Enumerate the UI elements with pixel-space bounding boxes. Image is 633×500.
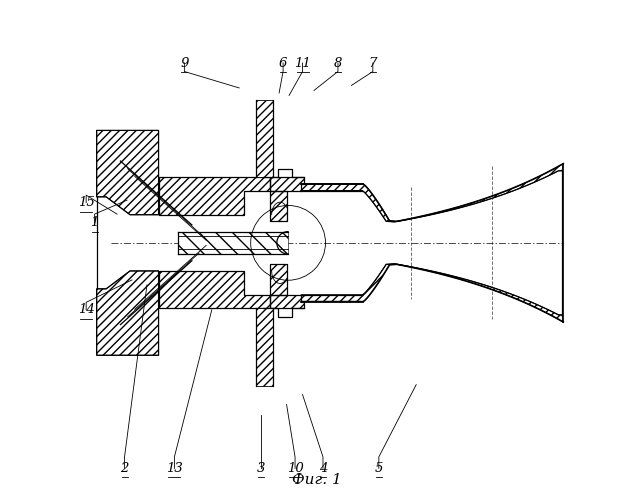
Polygon shape [270, 264, 287, 295]
Text: 11: 11 [294, 56, 311, 70]
Text: 10: 10 [287, 462, 303, 475]
Polygon shape [158, 271, 270, 308]
Polygon shape [97, 271, 158, 355]
Text: 15: 15 [78, 196, 94, 209]
Text: 6: 6 [279, 56, 287, 70]
Text: 1: 1 [91, 216, 99, 229]
Polygon shape [301, 164, 563, 222]
Text: 9: 9 [180, 56, 189, 70]
Text: 7: 7 [368, 56, 377, 70]
Polygon shape [301, 264, 563, 322]
Text: 2: 2 [120, 462, 128, 475]
Polygon shape [256, 308, 273, 386]
Polygon shape [270, 178, 304, 190]
Text: 4: 4 [319, 462, 327, 475]
Text: Фиг. 1: Фиг. 1 [292, 473, 341, 487]
Text: 13: 13 [166, 462, 183, 475]
Polygon shape [97, 130, 158, 214]
Polygon shape [178, 232, 288, 254]
Polygon shape [158, 178, 270, 214]
Polygon shape [256, 100, 273, 178]
Text: 5: 5 [375, 462, 383, 475]
Polygon shape [270, 295, 304, 308]
Text: 3: 3 [256, 462, 265, 475]
Text: 14: 14 [78, 304, 94, 316]
Polygon shape [270, 190, 287, 222]
Text: 8: 8 [334, 56, 342, 70]
